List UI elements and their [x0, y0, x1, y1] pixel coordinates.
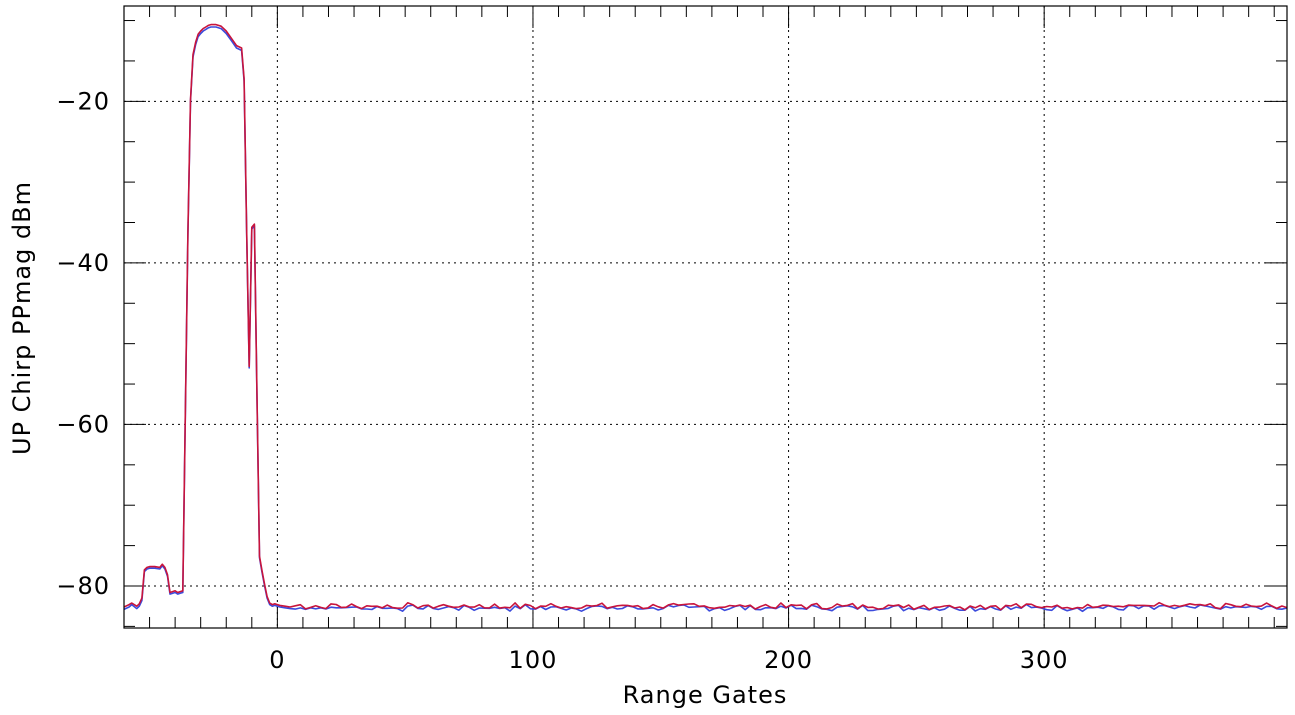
grid-lines — [124, 6, 1287, 628]
y-tick-label: −40 — [56, 249, 110, 277]
x-tick-label: 300 — [1020, 646, 1069, 674]
y-tick-label: −60 — [56, 410, 110, 438]
x-tick-label: 100 — [509, 646, 558, 674]
y-tick-labels: −20 −40 −60 −80 — [56, 87, 110, 600]
y-tick-label: −80 — [56, 572, 110, 600]
series-layer — [123, 23, 1288, 613]
x-tick-label: 200 — [764, 646, 813, 674]
axis-ticks — [123, 6, 1287, 628]
series-line-2 — [123, 23, 1288, 611]
x-tick-labels: 0 100 200 300 — [269, 646, 1069, 674]
plot-frame — [123, 5, 1288, 629]
x-axis-label: Range Gates — [623, 681, 788, 709]
series-line-1 — [123, 26, 1288, 613]
x-tick-label: 0 — [269, 646, 285, 674]
y-tick-label: −20 — [56, 87, 110, 115]
y-axis-label: UP Chirp PPmag dBm — [8, 181, 36, 455]
